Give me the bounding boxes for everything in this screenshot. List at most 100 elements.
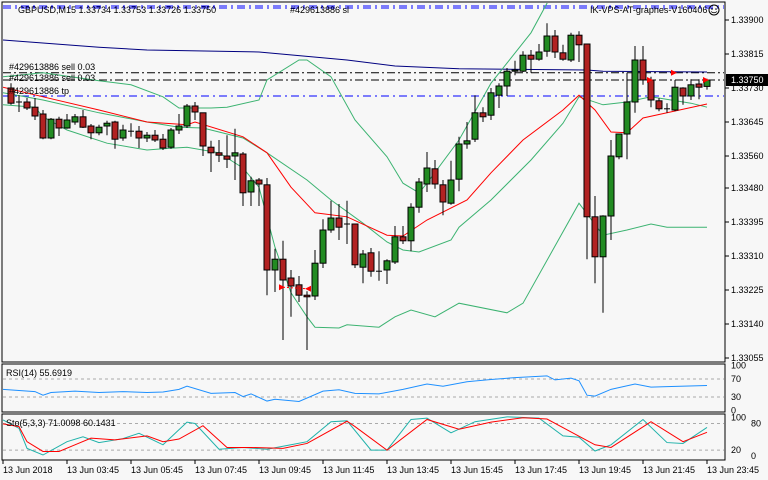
candle-bear-body	[655, 100, 663, 110]
candle	[103, 120, 111, 136]
price-tick-label: 1.33900	[731, 15, 764, 25]
candle-bull-body	[423, 167, 431, 185]
candle	[87, 124, 95, 140]
candle	[383, 259, 391, 284]
candle	[351, 223, 359, 268]
candle	[503, 68, 511, 96]
candle-bear-body	[527, 54, 535, 60]
candle	[455, 136, 463, 192]
candle-bull-body	[463, 140, 471, 145]
stochastic-pane-border	[1, 413, 726, 461]
candle	[639, 46, 647, 85]
candle	[95, 124, 103, 136]
time-tick-label: 13 Jun 07:45	[195, 465, 247, 475]
trade-arrow-icon[interactable]	[305, 285, 311, 292]
candle-bull-body	[415, 181, 423, 208]
candle-bear-body	[431, 168, 439, 185]
candle	[327, 200, 335, 233]
candle	[511, 60, 519, 76]
candle-bear-body	[695, 83, 703, 88]
candle	[695, 79, 703, 100]
rsi-line	[2, 375, 708, 403]
trade-arrow-icon[interactable]	[671, 69, 677, 76]
price-tick-label: 1.33645	[731, 117, 764, 127]
candle	[303, 291, 311, 350]
candle-bear-body	[135, 130, 143, 139]
price-tick-label: 1.33480	[731, 183, 764, 193]
current-price-badge	[726, 74, 768, 86]
candle-bear-body	[207, 146, 215, 154]
candle	[159, 134, 167, 150]
candle-bull-body	[47, 118, 55, 139]
candle	[487, 88, 495, 120]
candle-bear-body	[215, 152, 223, 156]
candle	[631, 46, 639, 113]
price-tick-label: 1.33730	[731, 83, 764, 93]
trade-arrow-icon[interactable]	[647, 77, 653, 83]
candle	[279, 240, 287, 340]
candle	[207, 140, 215, 172]
candle-bear-body	[399, 236, 407, 242]
candle-bear-body	[23, 101, 31, 109]
candle-bear-body	[295, 284, 303, 296]
candle-bear-body	[679, 87, 687, 97]
price-pane-border	[1, 1, 726, 363]
candle-bear-body	[223, 155, 231, 160]
rsi-tick-label: 0	[731, 406, 736, 416]
candle-bull-body	[175, 125, 183, 131]
candle	[463, 122, 471, 149]
candle-bull-body	[271, 258, 279, 271]
candle	[111, 120, 119, 149]
candle-bear-body	[439, 184, 447, 203]
candle	[7, 83, 15, 105]
candle	[344, 200, 350, 244]
rsi-pane[interactable]	[1, 363, 726, 413]
price-pane[interactable]	[1, 1, 726, 363]
candle	[31, 98, 39, 120]
candle-bull-body	[687, 84, 695, 97]
candle	[23, 98, 31, 110]
candle	[535, 44, 543, 61]
candle-bull-body	[535, 51, 543, 60]
stochastic-pane[interactable]	[1, 413, 726, 461]
candle-bull-body	[63, 119, 71, 129]
candle-bear-body	[351, 223, 359, 266]
candle	[527, 50, 535, 73]
candle-bull-body	[447, 179, 455, 204]
candle-bull-body	[495, 85, 503, 96]
candle-bear-body	[7, 87, 15, 104]
candle	[255, 178, 263, 206]
candle-bear-body	[575, 34, 583, 46]
price-tick-label: 1.33815	[731, 49, 764, 59]
trade-label: #429613886 tp	[9, 86, 69, 96]
trade-label: #429613886 sl	[290, 5, 349, 15]
candle	[39, 110, 47, 140]
candle-bull-body	[167, 129, 175, 148]
bollinger-upper-line	[3, 3, 548, 194]
candle	[175, 114, 183, 134]
candle-bear-body	[255, 179, 263, 185]
candle-bear-body	[199, 112, 207, 147]
time-tick-label: 13 Jun 09:45	[259, 465, 311, 475]
candle-bull-body	[519, 54, 527, 72]
candle	[551, 30, 559, 58]
price-tick-label: 1.33140	[731, 319, 764, 329]
candle-bull-body	[319, 229, 327, 264]
stochastic-tick-label: 0	[751, 451, 756, 461]
candle	[391, 226, 399, 264]
candle	[167, 128, 175, 149]
smiley-icon	[708, 4, 720, 16]
candle	[367, 248, 375, 277]
trade-arrow-icon[interactable]	[703, 77, 709, 83]
candle-bull-body	[119, 129, 127, 139]
candle	[543, 23, 551, 57]
candle	[575, 31, 583, 62]
trade-label: #429613886 sell 0.03	[9, 73, 95, 83]
candle	[271, 248, 279, 292]
candle	[215, 140, 223, 162]
trade-arrow-icon[interactable]	[279, 284, 285, 291]
stochastic-signal-line	[2, 417, 708, 452]
candle	[519, 51, 527, 72]
candle	[471, 95, 479, 142]
